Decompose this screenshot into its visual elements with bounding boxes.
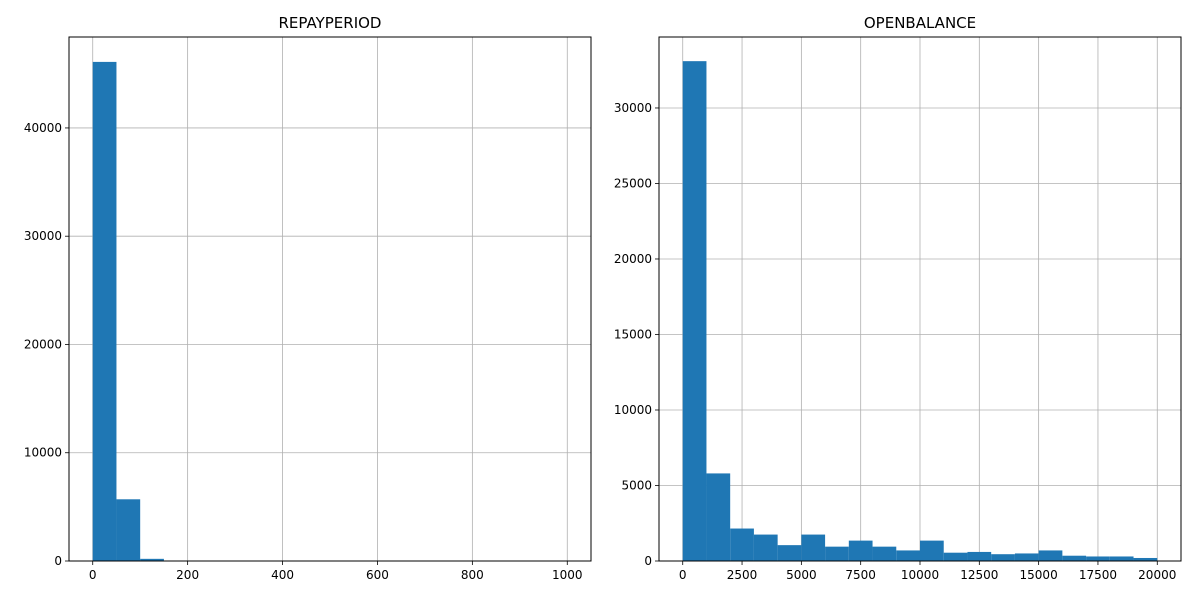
x-tick-label: 10000 bbox=[901, 568, 939, 582]
x-tick-label: 17500 bbox=[1079, 568, 1117, 582]
histogram-openbalance: 0 2500 5000 7500 10000 12500 15000 17500 20000 0… bbox=[614, 14, 1182, 582]
histogram-bar bbox=[1086, 556, 1110, 561]
plot-frame bbox=[68, 36, 592, 562]
y-axis-ticks: 0 10000 20000 30000 40000 bbox=[24, 121, 69, 568]
histogram-bar bbox=[706, 473, 731, 561]
histogram-bar bbox=[872, 546, 897, 561]
histogram-bar bbox=[682, 61, 707, 562]
y-tick-label: 10000 bbox=[24, 446, 62, 460]
y-tick-label: 0 bbox=[644, 554, 652, 568]
histogram-bar bbox=[116, 499, 141, 561]
y-tick-label: 15000 bbox=[614, 327, 652, 341]
y-tick-label: 20000 bbox=[614, 252, 652, 266]
x-tick-label: 800 bbox=[461, 568, 484, 582]
histogram-bar bbox=[140, 558, 164, 561]
y-tick-label: 20000 bbox=[24, 337, 62, 351]
histogram-bar bbox=[801, 534, 826, 561]
x-tick-label: 7500 bbox=[845, 568, 876, 582]
x-tick-label: 2500 bbox=[727, 568, 758, 582]
y-tick-label: 25000 bbox=[614, 176, 652, 190]
x-tick-label: 0 bbox=[89, 568, 97, 582]
histogram-bar bbox=[825, 546, 849, 561]
histogram-bar bbox=[967, 551, 992, 561]
histogram-repayperiod: 0 200 400 600 800 1000 010000200003000040000 … bbox=[24, 14, 592, 582]
histogram-bar bbox=[920, 540, 944, 561]
histogram-bar bbox=[943, 552, 968, 561]
x-tick-label: 200 bbox=[176, 568, 199, 582]
y-tick-label: 40000 bbox=[24, 121, 62, 135]
x-tick-label: 400 bbox=[271, 568, 294, 582]
histogram-bars bbox=[92, 61, 568, 562]
y-axis-ticks: 0 5000 10000 15000 20000 25000 30000 bbox=[614, 101, 659, 568]
y-tick-label: 30000 bbox=[614, 101, 652, 115]
x-tick-label: 1000 bbox=[552, 568, 583, 582]
chart-title: REPAYPERIOD bbox=[279, 14, 382, 32]
y-tick-label: 0 bbox=[54, 554, 62, 568]
histogram-bar bbox=[1038, 550, 1063, 561]
x-tick-label: 12500 bbox=[960, 568, 998, 582]
chart-title: OPENBALANCE bbox=[864, 14, 976, 32]
histogram-bar bbox=[1062, 555, 1087, 561]
x-axis-ticks: 0 2500 5000 7500 10000 12500 15000 17500 20000 bbox=[679, 561, 1176, 582]
histogram-bar bbox=[1014, 553, 1039, 561]
histogram-bar bbox=[753, 534, 778, 561]
histogram-bar bbox=[848, 540, 873, 561]
histogram-bar bbox=[1133, 557, 1158, 561]
x-tick-label: 600 bbox=[366, 568, 389, 582]
histogram-bar bbox=[991, 554, 1015, 561]
histogram-bars bbox=[682, 61, 1158, 562]
x-axis-ticks: 0 200 400 600 800 1000 bbox=[89, 561, 583, 582]
histogram-bar bbox=[777, 545, 802, 561]
histogram-bar bbox=[730, 528, 754, 561]
y-tick-label: 10000 bbox=[614, 403, 652, 417]
x-tick-label: 15000 bbox=[1020, 568, 1058, 582]
histogram-bar bbox=[896, 550, 920, 561]
x-tick-label: 5000 bbox=[786, 568, 817, 582]
x-tick-label: 0 bbox=[679, 568, 687, 582]
histogram-bar bbox=[92, 61, 117, 562]
y-tick-label: 5000 bbox=[621, 478, 652, 492]
y-tick-label: 30000 bbox=[24, 229, 62, 243]
x-tick-label: 20000 bbox=[1138, 568, 1176, 582]
histogram-bar bbox=[1109, 556, 1134, 561]
